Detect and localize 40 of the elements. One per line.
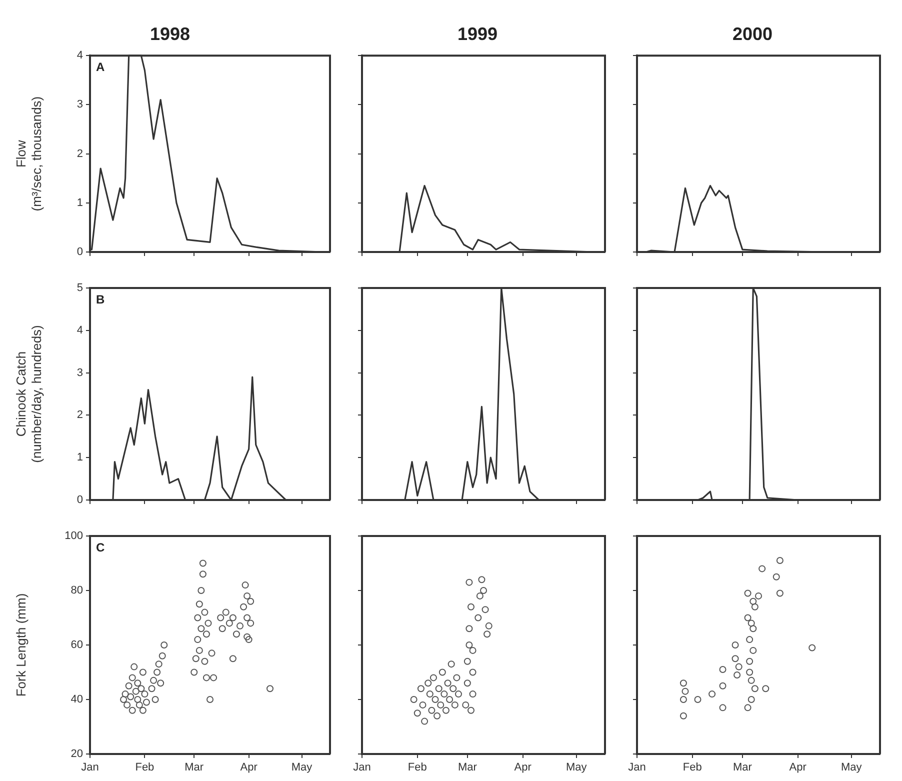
x-tick-label: May (841, 762, 862, 774)
y-tick-label: 80 (70, 584, 83, 597)
annotation: A (96, 60, 105, 74)
chart-title: 1998 (150, 24, 190, 44)
y-tick-label: 0 (76, 494, 83, 506)
x-tick-label: Mar (732, 762, 752, 774)
annotation: B (96, 292, 105, 306)
y-tick-label: 4 (76, 324, 83, 336)
x-tick-label: Mar (184, 762, 204, 774)
x-tick-label: Feb (408, 762, 427, 774)
x-tick-label: Jan (81, 762, 99, 774)
y-tick-label: 4 (76, 50, 83, 62)
x-tick-label: Mar (458, 762, 478, 774)
x-tick-label: Jan (353, 762, 371, 774)
x-tick-label: Feb (682, 762, 702, 774)
y-tick-label: 2 (76, 409, 83, 422)
y-tick-label: 1 (76, 452, 83, 464)
y-tick-label: 5 (76, 282, 83, 294)
x-tick-label: Apr (789, 762, 807, 774)
y-tick-label: 60 (70, 639, 83, 652)
chart-title: 1999 (457, 24, 498, 44)
x-tick-label: Apr (240, 762, 258, 774)
y-tick-label: 3 (76, 366, 83, 379)
x-tick-label: May (566, 762, 588, 774)
y-tick-label: 1 (76, 196, 83, 209)
y-axis-title: Fork Length (mm) (13, 593, 28, 697)
x-tick-label: Apr (514, 762, 532, 774)
y-tick-label: 3 (76, 98, 83, 111)
x-tick-label: May (291, 762, 313, 774)
y-tick-label: 2 (76, 148, 83, 160)
chart-title: 2000 (732, 24, 773, 44)
y-tick-label: 100 (64, 530, 83, 542)
y-tick-label: 0 (76, 246, 83, 258)
annotation: C (96, 540, 105, 554)
x-tick-label: Jan (628, 762, 646, 774)
x-tick-label: Feb (135, 762, 154, 774)
y-tick-label: 40 (70, 694, 83, 706)
y-tick-label: 20 (70, 748, 83, 760)
y-axis-title: Flow (m³/sec, thousands) (13, 96, 44, 212)
y-axis-title: Chinook Catch (number/day, hundreds) (13, 325, 44, 463)
